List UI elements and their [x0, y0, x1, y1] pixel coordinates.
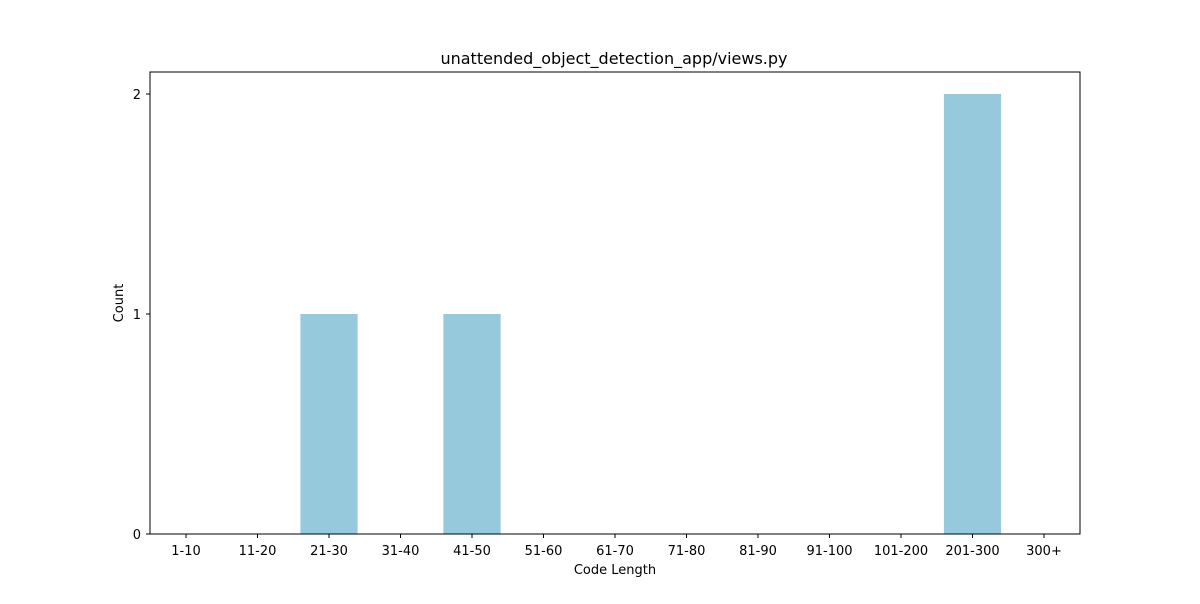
- x-tick-label: 71-80: [668, 544, 706, 559]
- chart-title: unattended_object_detection_app/views.py: [440, 49, 787, 69]
- x-tick-label: 91-100: [806, 544, 852, 559]
- y-tick-label: 2: [133, 88, 141, 103]
- y-tick-label: 0: [133, 528, 141, 543]
- bar-201-300: [943, 94, 1002, 534]
- y-axis-label: Count: [112, 284, 127, 323]
- x-tick-label: 300+: [1026, 544, 1062, 559]
- x-tick-label: 1-10: [171, 544, 201, 559]
- bar-21-30: [300, 314, 358, 534]
- y-tick-label: 1: [133, 308, 141, 323]
- x-tick-label: 81-90: [739, 544, 777, 559]
- x-tick-label: 61-70: [596, 544, 634, 559]
- bars-layer: [300, 94, 1002, 534]
- bar-41-50: [443, 314, 501, 534]
- x-tick-label: 11-20: [239, 544, 277, 559]
- x-axis-ticks: 1-10 11-20 21-30 31-40 41-50 51-60 61-70 71-80 8…: [171, 534, 1062, 559]
- x-tick-label: 101-200: [874, 544, 928, 559]
- x-tick-label: 41-50: [453, 544, 491, 559]
- x-tick-label: 51-60: [525, 544, 563, 559]
- x-tick-label: 201-300: [945, 544, 999, 559]
- x-tick-label: 31-40: [382, 544, 420, 559]
- x-axis-label: Code Length: [574, 563, 656, 578]
- plot-frame: [149, 71, 1081, 535]
- y-axis-ticks: 0 1 2: [133, 88, 150, 543]
- x-tick-label: 21-30: [310, 544, 348, 559]
